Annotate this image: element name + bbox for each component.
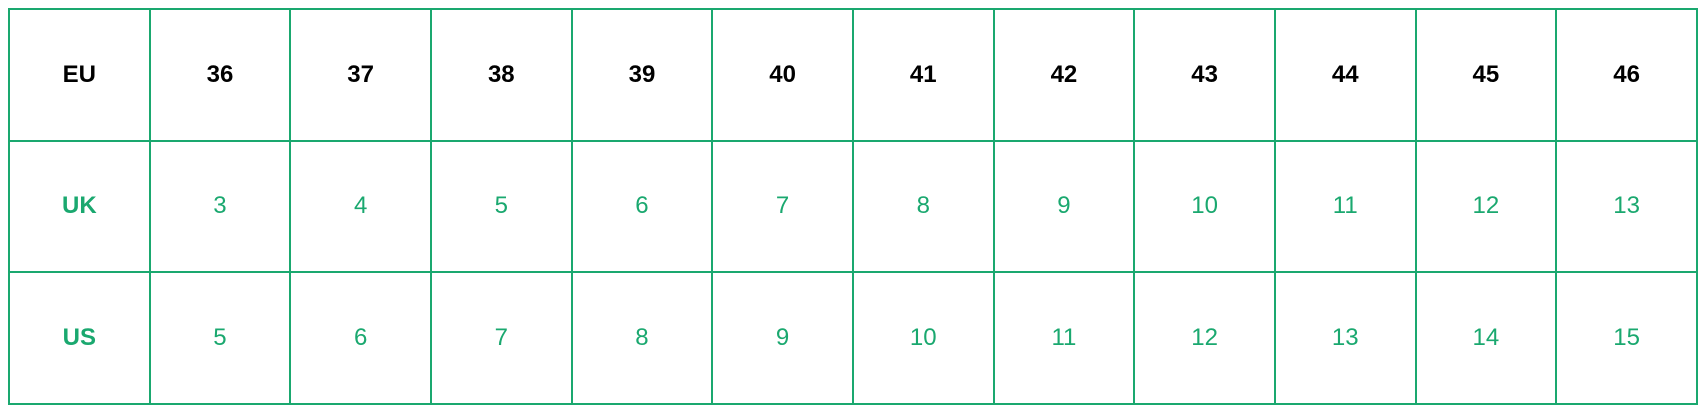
size-cell: 45 — [1414, 8, 1558, 142]
size-cell: 3 — [148, 139, 292, 274]
size-row-eu: EU 36 37 38 39 40 41 42 43 44 45 46 — [8, 8, 1698, 142]
size-cell: 12 — [1133, 271, 1276, 405]
size-cell: 5 — [148, 271, 292, 405]
size-cell: 6 — [570, 139, 714, 274]
size-cell: 10 — [1133, 139, 1276, 274]
size-cell: 13 — [1555, 139, 1698, 274]
size-cell: 44 — [1273, 8, 1417, 142]
size-cell: 46 — [1555, 8, 1698, 142]
size-cell: 8 — [851, 139, 995, 274]
size-cell: 41 — [851, 8, 995, 142]
size-cell: 39 — [570, 8, 714, 142]
size-cell: 6 — [289, 271, 432, 405]
size-cell: 37 — [289, 8, 432, 142]
size-cell: 40 — [711, 8, 854, 142]
size-cell: 12 — [1414, 139, 1558, 274]
size-cell: 14 — [1414, 271, 1558, 405]
size-cell: 36 — [148, 8, 292, 142]
size-cell: 38 — [429, 8, 573, 142]
row-label: US — [8, 271, 151, 405]
size-cell: 9 — [711, 271, 854, 405]
size-row-us: US 5 6 7 8 9 10 11 12 13 14 15 — [8, 271, 1698, 405]
size-cell: 15 — [1555, 271, 1698, 405]
size-row-uk: UK 3 4 5 6 7 8 9 10 11 12 13 — [8, 139, 1698, 274]
row-label: UK — [8, 139, 151, 274]
size-cell: 42 — [992, 8, 1136, 142]
size-cell: 43 — [1133, 8, 1276, 142]
row-label: EU — [8, 8, 151, 142]
size-cell: 9 — [992, 139, 1136, 274]
size-cell: 10 — [851, 271, 995, 405]
size-cell: 11 — [1273, 139, 1417, 274]
size-cell: 5 — [429, 139, 573, 274]
size-cell: 7 — [711, 139, 854, 274]
size-cell: 7 — [429, 271, 573, 405]
size-conversion-table: EU 36 37 38 39 40 41 42 43 44 45 46 UK 3 4 5 6 7 8 9 10 11 12 1… — [8, 8, 1698, 405]
size-cell: 8 — [570, 271, 714, 405]
size-cell: 11 — [992, 271, 1136, 405]
size-cell: 4 — [289, 139, 432, 274]
size-cell: 13 — [1273, 271, 1417, 405]
